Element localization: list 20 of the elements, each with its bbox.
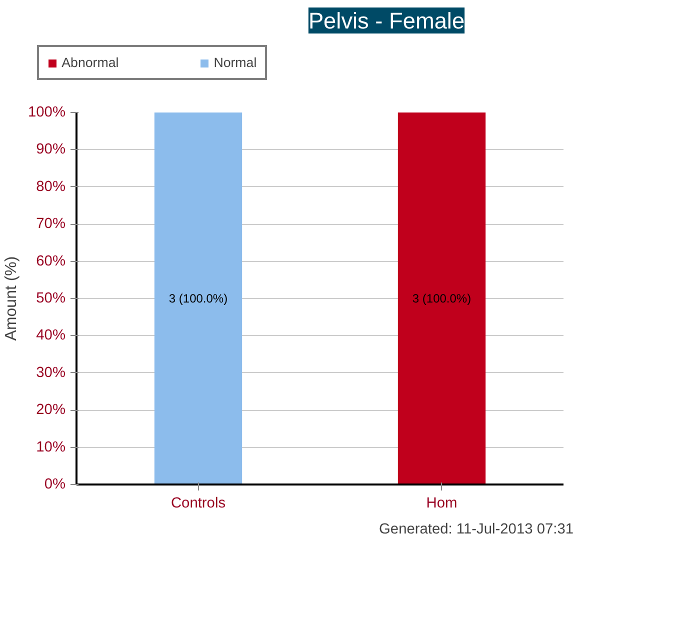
y-axis-title: Amount (%) (3, 256, 20, 341)
legend-label: Normal (214, 55, 257, 70)
data-label: 3 (100.0%) (168, 292, 228, 306)
x-tick-label: Hom (426, 496, 458, 512)
chart-title: Pelvis - Female (308, 8, 465, 34)
y-tick-label: 90% (36, 142, 66, 158)
y-tick-label: 50% (36, 290, 66, 306)
y-tick-label: 30% (36, 364, 66, 381)
y-tick-label: 10% (36, 439, 66, 456)
y-tick-label: 70% (36, 216, 66, 232)
y-tick-label: 60% (36, 253, 66, 270)
y-tick-label: 40% (36, 328, 66, 344)
y-tick-label: 0% (44, 476, 66, 492)
y-tick-label: 80% (36, 178, 66, 195)
x-tick-label: Controls (170, 496, 226, 512)
legend-label: Abnormal (62, 55, 119, 70)
y-tick-label: 20% (36, 402, 66, 418)
text: Generated: 11-Jul-2013 07:31 (379, 522, 574, 538)
data-label: 3 (100.0%) (412, 292, 472, 306)
y-tick-label: 100% (28, 104, 66, 120)
